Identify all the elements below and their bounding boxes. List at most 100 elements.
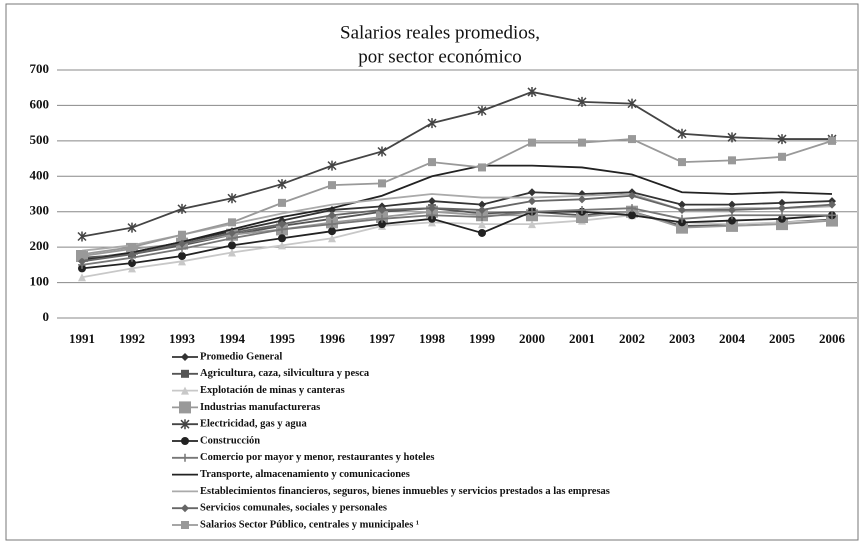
marker — [728, 156, 736, 165]
marker — [428, 197, 436, 206]
marker — [678, 205, 686, 214]
marker — [577, 96, 587, 107]
marker — [578, 195, 586, 204]
marker — [328, 227, 336, 236]
legend-label: Electricidad, gas y agua — [200, 419, 307, 430]
marker — [528, 138, 536, 147]
marker — [179, 401, 191, 414]
x-tick-label: 1999 — [469, 331, 496, 346]
x-tick-label: 2006 — [819, 331, 846, 346]
x-tick-label: 2002 — [619, 331, 645, 346]
x-tick-label: 2004 — [719, 331, 746, 346]
marker — [528, 207, 536, 216]
y-tick-label: 400 — [30, 167, 50, 182]
marker — [628, 135, 636, 144]
legend-label: Industrias manufactureras — [200, 402, 320, 413]
marker — [627, 98, 637, 109]
x-tick-label: 2003 — [669, 331, 696, 346]
marker — [228, 248, 236, 257]
y-tick-label: 700 — [30, 61, 50, 76]
marker — [678, 200, 686, 209]
legend-label: Explotación de minas y canteras — [200, 385, 345, 396]
series-line — [81, 207, 832, 266]
x-tick-label: 1992 — [119, 331, 145, 346]
marker — [128, 243, 136, 252]
legend-label: Salarios Sector Público, centrales y mun… — [200, 519, 419, 530]
x-tick-label: 1993 — [169, 331, 196, 346]
marker — [427, 118, 437, 129]
marker — [227, 193, 237, 204]
marker — [181, 521, 189, 529]
marker — [181, 437, 189, 445]
legend-label: Construcción — [200, 435, 260, 446]
marker — [777, 134, 787, 145]
marker — [181, 453, 189, 462]
marker — [778, 152, 786, 161]
x-tick-label: 1997 — [369, 331, 396, 346]
x-tick-label: 2005 — [769, 331, 796, 346]
marker — [478, 213, 486, 222]
marker — [277, 179, 287, 190]
marker — [177, 203, 187, 214]
marker — [278, 220, 286, 229]
marker — [78, 273, 86, 282]
marker — [678, 158, 686, 167]
marker — [828, 136, 836, 145]
legend-label: Servicios comunales, sociales y personal… — [200, 503, 387, 514]
marker — [127, 222, 137, 233]
marker — [180, 419, 190, 430]
legend-label: Transporte, almacenamiento y comunicacio… — [200, 469, 410, 480]
marker — [478, 220, 486, 229]
x-tick-label: 1991 — [69, 331, 95, 346]
marker — [628, 211, 636, 220]
y-tick-label: 0 — [43, 309, 50, 324]
marker — [478, 228, 486, 237]
marker — [178, 257, 186, 266]
marker — [628, 204, 636, 213]
marker — [78, 257, 86, 266]
marker — [678, 214, 686, 223]
x-tick-label: 2000 — [519, 331, 545, 346]
marker — [478, 205, 486, 214]
marker — [428, 158, 436, 167]
marker — [727, 132, 737, 143]
y-tick-label: 600 — [30, 96, 50, 111]
series-line — [81, 214, 833, 279]
y-tick-label: 200 — [30, 238, 50, 253]
legend-label: Comercio por mayor y menor, restaurantes… — [200, 452, 434, 463]
marker — [828, 200, 836, 209]
chart-frame — [5, 3, 859, 541]
marker — [428, 204, 436, 213]
marker — [128, 250, 136, 259]
marker — [778, 211, 786, 220]
marker — [278, 234, 286, 243]
marker — [828, 211, 836, 220]
marker — [378, 205, 386, 214]
marker — [428, 211, 436, 220]
legend-label: Establecimientos financieros, seguros, b… — [200, 486, 610, 497]
marker — [778, 204, 786, 213]
marker — [77, 231, 87, 242]
x-tick-label: 1995 — [269, 331, 296, 346]
x-tick-label: 1996 — [319, 331, 346, 346]
marker — [181, 353, 189, 361]
marker — [278, 241, 286, 250]
marker — [578, 205, 586, 214]
series-line — [81, 194, 833, 263]
marker — [728, 200, 736, 209]
x-tick-label: 1998 — [419, 331, 446, 346]
marker — [728, 216, 736, 225]
marker — [128, 264, 136, 273]
marker — [328, 211, 336, 220]
marker — [527, 86, 537, 97]
marker — [181, 369, 189, 378]
marker — [278, 198, 286, 207]
marker — [378, 220, 386, 229]
marker — [178, 239, 186, 248]
series-line — [81, 164, 833, 263]
x-tick-label: 2001 — [569, 331, 595, 346]
chart-title: Salarios reales promedios, — [340, 22, 540, 43]
marker — [228, 218, 236, 227]
marker — [181, 386, 189, 395]
